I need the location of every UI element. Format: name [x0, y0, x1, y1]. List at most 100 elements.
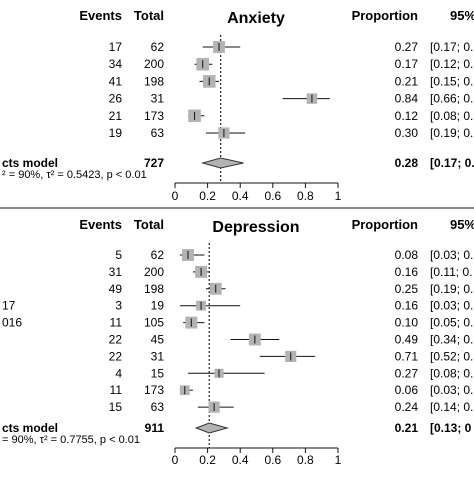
x-tick-label: 0 [172, 189, 179, 203]
total-value: 198 [144, 282, 164, 296]
events-value: 21 [109, 109, 123, 123]
total-value: 63 [151, 400, 165, 414]
proportion-value: 0.71 [395, 349, 419, 363]
total-value: 45 [151, 333, 165, 347]
ci-value: [0.52; 0. [430, 349, 473, 363]
events-value: 34 [109, 57, 123, 71]
proportion-value: 0.12 [395, 109, 419, 123]
events-value: 4 [115, 366, 122, 380]
events-value: 22 [109, 333, 123, 347]
ci-value: [0.11; 0. [430, 265, 472, 279]
total-value: 173 [144, 109, 164, 123]
x-tick-label: 0.8 [297, 453, 314, 467]
proportion-value: 0.10 [395, 316, 419, 330]
ci-value: [0.08; 0. [430, 109, 473, 123]
events-value: 41 [109, 74, 123, 88]
x-tick-label: 0.6 [264, 189, 281, 203]
proportion-value: 0.27 [395, 366, 419, 380]
total-header: Total [134, 217, 164, 232]
ci-header: 95% [450, 217, 474, 232]
events-value: 19 [109, 126, 123, 140]
proportion-value: 0.16 [395, 265, 419, 279]
ci-value: [0.66; 0. [430, 92, 473, 106]
summary-proportion: 0.28 [395, 156, 419, 170]
x-tick-label: 1 [335, 453, 342, 467]
proportion-header: Proportion [352, 8, 418, 23]
proportion-value: 0.24 [395, 400, 419, 414]
events-value: 26 [109, 92, 123, 106]
summary-total: 911 [145, 421, 165, 435]
ci-value: [0.03; 0. [430, 383, 473, 397]
ci-value: [0.14; 0. [430, 400, 473, 414]
total-value: 15 [151, 366, 165, 380]
events-value: 49 [109, 282, 123, 296]
events-value: 15 [109, 400, 123, 414]
proportion-value: 0.21 [395, 74, 419, 88]
total-value: 173 [144, 383, 164, 397]
proportion-value: 0.08 [395, 248, 419, 262]
x-tick-label: 0.2 [199, 453, 216, 467]
events-value: 5 [115, 248, 122, 262]
x-tick-label: 0 [172, 453, 179, 467]
x-tick-label: 1 [335, 189, 342, 203]
ci-value: [0.19; 0. [430, 126, 473, 140]
summary-ci: [0.13; 0 [430, 421, 472, 435]
ci-value: [0.05; 0. [430, 316, 473, 330]
ci-header: 95% [450, 8, 474, 23]
ci-value: [0.15; 0. [430, 74, 473, 88]
study-label: 016 [2, 316, 22, 330]
events-value: 11 [110, 383, 123, 397]
summary-diamond [200, 157, 244, 169]
total-header: Total [134, 8, 164, 23]
ci-value: [0.34; 0. [430, 333, 473, 347]
proportion-value: 0.30 [395, 126, 419, 140]
proportion-value: 0.06 [395, 383, 419, 397]
heterogeneity-text: ² = 90%, τ² = 0.5423, p < 0.01 [2, 169, 147, 181]
proportion-header: Proportion [352, 217, 418, 232]
x-tick-label: 0.8 [297, 189, 314, 203]
events-value: 22 [109, 349, 123, 363]
ci-value: [0.03; 0. [430, 248, 473, 262]
ci-value: [0.12; 0. [430, 57, 473, 71]
panel-title: Anxiety [227, 10, 285, 27]
x-tick-label: 0.2 [199, 189, 216, 203]
events-header: Events [79, 8, 122, 23]
summary-total: 727 [144, 156, 164, 170]
x-tick-label: 0.4 [232, 453, 249, 467]
proportion-value: 0.16 [395, 299, 419, 313]
total-value: 62 [151, 40, 165, 54]
ci-value: [0.03; 0. [430, 299, 473, 313]
total-value: 200 [144, 265, 164, 279]
panel-title: Depression [212, 219, 299, 236]
summary-proportion: 0.21 [395, 421, 419, 435]
total-value: 31 [151, 92, 165, 106]
total-value: 31 [151, 349, 165, 363]
proportion-value: 0.49 [395, 333, 419, 347]
total-value: 105 [144, 316, 164, 330]
summary-label: cts model [2, 156, 58, 170]
ci-value: [0.08; 0. [430, 366, 473, 380]
x-tick-label: 0.4 [232, 189, 249, 203]
summary-label: cts model [2, 421, 58, 435]
x-tick-label: 0.6 [264, 453, 281, 467]
total-value: 200 [144, 57, 164, 71]
total-value: 198 [144, 74, 164, 88]
total-value: 63 [151, 126, 165, 140]
heterogeneity-text: = 90%, τ² = 0.7755, p < 0.01 [2, 434, 140, 446]
ci-value: [0.19; 0. [430, 282, 473, 296]
total-value: 19 [151, 299, 165, 313]
events-value: 31 [109, 265, 123, 279]
proportion-value: 0.25 [395, 282, 419, 296]
events-header: Events [79, 217, 122, 232]
summary-diamond [194, 422, 230, 434]
proportion-value: 0.17 [395, 57, 419, 71]
study-label: 17 [2, 299, 16, 313]
events-value: 11 [110, 316, 123, 330]
ci-value: [0.17; 0. [430, 40, 473, 54]
proportion-value: 0.27 [395, 40, 419, 54]
proportion-value: 0.84 [395, 92, 419, 106]
events-value: 3 [115, 299, 122, 313]
total-value: 62 [151, 248, 165, 262]
events-value: 17 [109, 40, 123, 54]
